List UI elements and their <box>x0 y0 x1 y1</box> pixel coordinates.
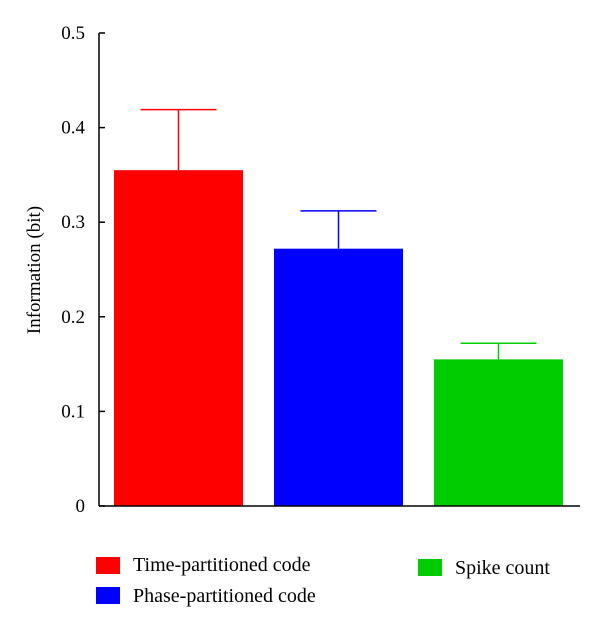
y-ticks: 0 0.1 0.2 0.3 0.4 0.5 <box>61 23 105 517</box>
y-tick-label: 0 <box>76 496 86 517</box>
bars <box>114 170 563 507</box>
legend-swatch <box>418 559 442 576</box>
y-tick-label: 0.2 <box>61 307 85 328</box>
legend: Time-partitioned code Phase-partitioned c… <box>96 554 550 607</box>
bar <box>114 170 243 507</box>
y-axis-title: Information (bit) <box>24 206 45 334</box>
error-bars <box>140 108 537 360</box>
legend-swatch <box>96 587 120 604</box>
legend-label: Time-partitioned code <box>133 554 311 576</box>
y-tick-label: 0.4 <box>61 118 85 139</box>
legend-label: Phase-partitioned code <box>133 585 316 607</box>
bar <box>274 248 403 507</box>
bar <box>434 359 563 506</box>
legend-swatch <box>96 557 120 574</box>
y-tick-label: 0.3 <box>61 212 85 233</box>
legend-label: Spike count <box>455 557 550 579</box>
y-tick-label: 0.1 <box>61 401 85 422</box>
y-tick-label: 0.5 <box>61 23 85 44</box>
